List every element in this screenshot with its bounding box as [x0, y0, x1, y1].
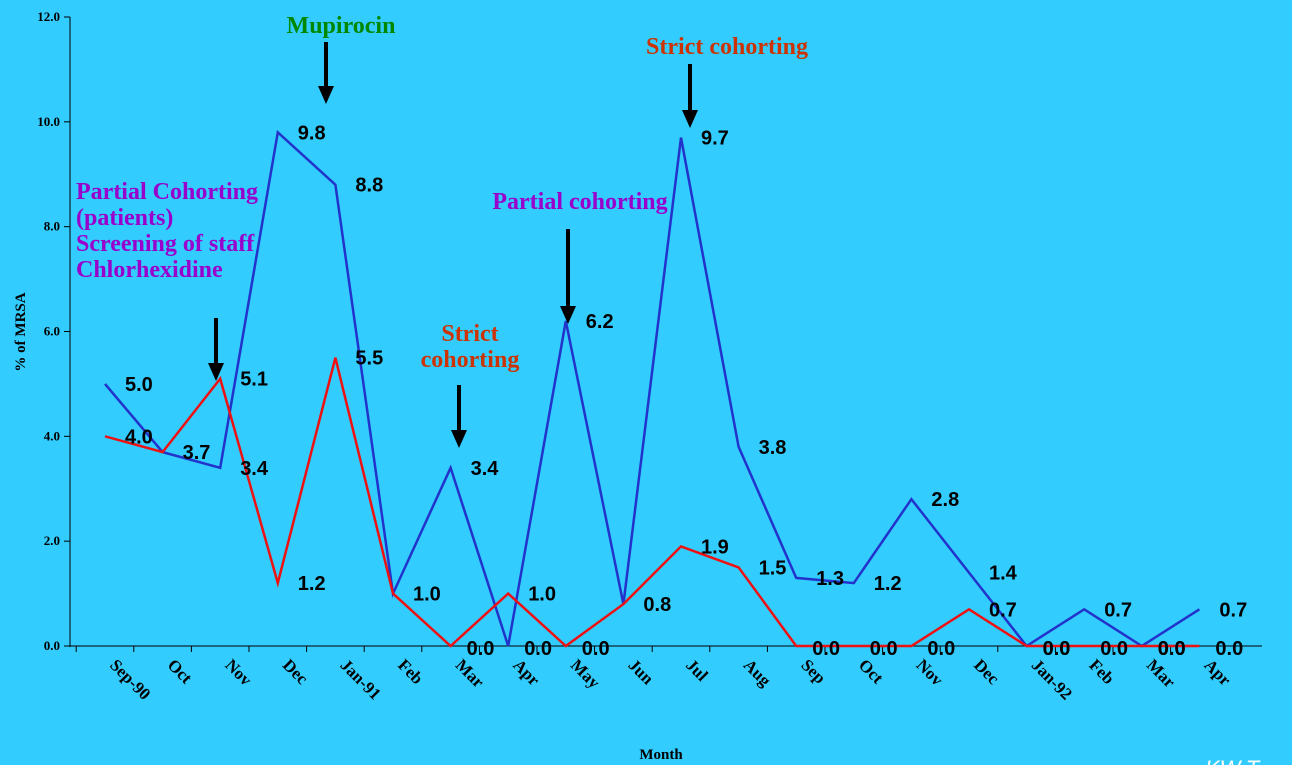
data-label: 0.0	[1043, 638, 1071, 660]
annotation-line: (patients)	[76, 205, 173, 231]
data-label: 1.3	[816, 568, 844, 590]
data-label: 2.8	[931, 489, 959, 511]
data-label: 0.8	[643, 594, 671, 616]
annotation-arrow-head	[682, 110, 698, 128]
y-axis-title: % of MRSA	[13, 292, 29, 371]
credit-text: KW.T.	[1205, 756, 1263, 765]
data-label: 6.2	[586, 311, 614, 333]
data-label: 0.7	[1104, 599, 1132, 621]
annotation-arrow-head	[451, 430, 467, 448]
annotation-line: Screening of staff	[76, 231, 255, 257]
data-labels: 5.0 3.7 3.4 9.8 8.8 1.0 3.4 0.0 6.2 0.8 9.7 3.8 1.3 1…	[125, 122, 1247, 660]
annotation-line: cohorting	[421, 347, 520, 373]
data-label: 0.0	[1158, 638, 1186, 660]
data-label: 9.8	[298, 122, 326, 144]
data-label: 3.4	[240, 458, 269, 480]
data-label: 8.8	[355, 175, 383, 197]
data-label: 3.8	[759, 437, 787, 459]
x-tick-label: Nov	[221, 655, 255, 689]
data-label: 9.7	[701, 128, 729, 150]
data-label: 0.0	[467, 638, 495, 660]
y-tick-label: 10.0	[37, 114, 60, 129]
annotation-line: Chlorhexidine	[76, 257, 223, 283]
annotation-text: Partial cohorting	[492, 189, 667, 215]
data-label: 0.0	[870, 638, 898, 660]
data-label: 1.9	[701, 536, 729, 558]
data-label: 0.0	[1043, 638, 1071, 660]
data-label: 0.0	[1100, 638, 1128, 660]
annotation-line: Partial cohorting	[492, 189, 667, 215]
data-label: 0.0	[524, 638, 552, 660]
annotation-line: Mupirocin	[287, 13, 396, 39]
y-tick-label: 8.0	[44, 219, 60, 234]
y-tick-label: 6.0	[44, 324, 60, 339]
y-tick-label: 2.0	[44, 533, 60, 548]
y-tick-label: 12.0	[37, 9, 60, 24]
y-tick-label: 0.0	[44, 638, 60, 653]
x-tick-label: Dec	[279, 655, 312, 688]
data-label: 1.4	[989, 563, 1018, 585]
x-tick-label: Apr	[1201, 655, 1235, 689]
data-label: 3.4	[471, 458, 500, 480]
x-tick-label: Oct	[164, 655, 196, 687]
annotation-text: Mupirocin	[287, 13, 396, 39]
x-tick-label: Feb	[1085, 655, 1118, 688]
x-axis-title: Month	[639, 747, 683, 763]
data-label: 0.0	[582, 638, 610, 660]
annotation-text: Partial Cohorting (patients) Screening of …	[76, 179, 258, 283]
x-tick-label: Jun	[625, 655, 658, 688]
x-tick-label: Nov	[913, 655, 947, 689]
data-label: 1.2	[298, 573, 326, 595]
annotation-arrow-head	[208, 363, 224, 381]
data-label: 5.0	[125, 374, 153, 396]
data-label: 0.0	[927, 638, 955, 660]
y-tick-label: 4.0	[44, 428, 60, 443]
data-label: 0.7	[1219, 599, 1247, 621]
annotation-line: Partial Cohorting	[76, 179, 258, 205]
x-tick-label: Aug	[740, 655, 775, 690]
x-tick-label: Jan-92	[1028, 655, 1076, 703]
data-label: 0.0	[1215, 638, 1243, 660]
data-label: 5.5	[355, 348, 383, 370]
data-label: 0.0	[1158, 638, 1186, 660]
x-tick-label: Jul	[682, 655, 712, 685]
annotation-arrow-head	[318, 86, 334, 104]
annotation-line: Strict cohorting	[646, 34, 808, 60]
x-tick-label: Oct	[855, 655, 887, 687]
x-tick-label: Feb	[394, 655, 427, 688]
data-label: 3.7	[183, 442, 211, 464]
x-tick-label: Mar	[1143, 655, 1179, 691]
annotations: Mupirocin Strict cohorting Partial Cohorti…	[76, 13, 808, 448]
data-label: 0.7	[989, 599, 1017, 621]
series-line-2	[104, 357, 1200, 648]
x-tick-label: Sep-90	[106, 655, 154, 703]
annotation-text: Strict cohorting	[421, 321, 520, 373]
x-tick-label: Jan-91	[337, 655, 385, 703]
data-label: 1.0	[413, 584, 441, 606]
data-label: 5.1	[240, 369, 268, 391]
series-line-1	[104, 129, 1201, 648]
data-label: 1.5	[759, 557, 787, 579]
annotation-arrow-head	[560, 306, 576, 324]
x-tick-label: Dec	[970, 655, 1003, 688]
annotation-line: Strict	[441, 321, 498, 347]
series-lines	[104, 129, 1201, 648]
data-label: 1.0	[528, 584, 556, 606]
annotation-text: Strict cohorting	[646, 34, 808, 60]
x-tick-label: Mar	[452, 655, 488, 691]
data-label: 1.2	[874, 573, 902, 595]
data-label: 4.0	[125, 426, 153, 448]
data-label: 0.0	[812, 638, 840, 660]
x-tick-label: Sep	[797, 655, 829, 687]
x-tick-label: Apr	[509, 655, 543, 689]
x-tick-label: May	[567, 655, 604, 692]
